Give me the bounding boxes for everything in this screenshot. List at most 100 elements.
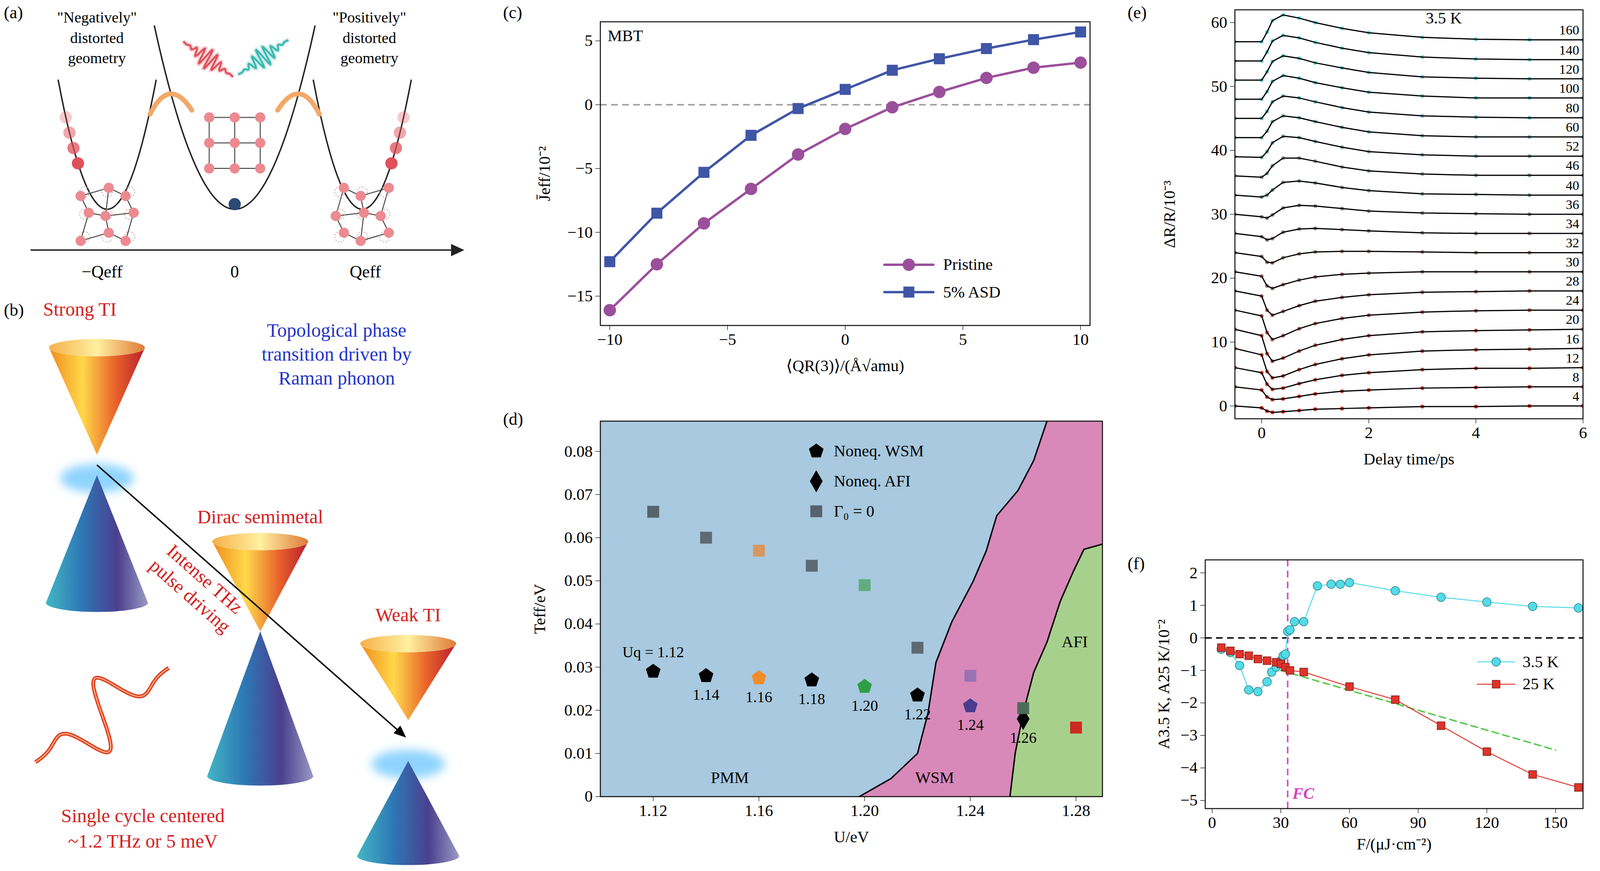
svg-text:50: 50 bbox=[1211, 77, 1228, 96]
svg-text:1.24: 1.24 bbox=[955, 801, 985, 820]
svg-text:8: 8 bbox=[1572, 369, 1580, 385]
svg-text:4: 4 bbox=[1572, 388, 1580, 404]
svg-text:1: 1 bbox=[1189, 596, 1198, 614]
svg-text:(a): (a) bbox=[3, 2, 23, 22]
svg-text:Dirac semimetal: Dirac semimetal bbox=[197, 505, 324, 528]
svg-text:−1: −1 bbox=[1180, 660, 1198, 679]
svg-text:4: 4 bbox=[1471, 423, 1480, 442]
svg-text:5: 5 bbox=[584, 31, 593, 50]
svg-text:⟨QR(3)⟩/(Å√amu): ⟨QR(3)⟩/(Å√amu) bbox=[786, 356, 905, 375]
svg-text:1.12: 1.12 bbox=[638, 801, 668, 820]
svg-text:distorted: distorted bbox=[342, 29, 397, 47]
svg-text:transition driven by: transition driven by bbox=[261, 343, 412, 365]
svg-text:J̄eff/10⁻²: J̄eff/10⁻² bbox=[535, 146, 554, 202]
svg-text:80: 80 bbox=[1566, 100, 1580, 116]
svg-text:25 K: 25 K bbox=[1522, 674, 1556, 693]
svg-text:0: 0 bbox=[584, 787, 593, 805]
svg-text:12: 12 bbox=[1566, 350, 1580, 366]
svg-text:F/(μJ·cm⁻²): F/(μJ·cm⁻²) bbox=[1356, 834, 1432, 854]
svg-text:1.18: 1.18 bbox=[798, 690, 826, 708]
svg-text:1.16: 1.16 bbox=[744, 801, 774, 820]
svg-text:1.26: 1.26 bbox=[1009, 728, 1037, 746]
svg-text:52: 52 bbox=[1566, 138, 1580, 154]
svg-text:6: 6 bbox=[1578, 423, 1588, 442]
svg-text:160: 160 bbox=[1559, 22, 1580, 38]
svg-text:0: 0 bbox=[1189, 628, 1198, 647]
svg-text:1.22: 1.22 bbox=[904, 705, 932, 723]
svg-text:3.5 K: 3.5 K bbox=[1522, 652, 1559, 671]
svg-text:5% ASD: 5% ASD bbox=[942, 283, 1001, 301]
svg-text:32: 32 bbox=[1566, 235, 1580, 251]
svg-text:140: 140 bbox=[1559, 42, 1580, 58]
svg-text:Noneq. WSM: Noneq. WSM bbox=[833, 441, 924, 460]
svg-text:60: 60 bbox=[1566, 119, 1580, 135]
svg-text:0.04: 0.04 bbox=[564, 614, 593, 633]
svg-text:1.28: 1.28 bbox=[1061, 801, 1091, 820]
svg-text:10: 10 bbox=[1211, 332, 1228, 351]
svg-text:30: 30 bbox=[1211, 205, 1228, 223]
svg-text:−5: −5 bbox=[1180, 790, 1198, 809]
svg-text:Pristine: Pristine bbox=[942, 255, 993, 274]
svg-text:34: 34 bbox=[1566, 216, 1580, 231]
svg-text:distorted: distorted bbox=[70, 29, 124, 47]
svg-text:1.16: 1.16 bbox=[745, 688, 773, 706]
svg-text:0: 0 bbox=[1207, 813, 1217, 832]
svg-text:Strong TI: Strong TI bbox=[43, 298, 117, 320]
svg-text:geometry: geometry bbox=[67, 49, 126, 67]
svg-text:−Qeff: −Qeff bbox=[81, 262, 123, 282]
svg-text:−5: −5 bbox=[575, 159, 593, 177]
svg-text:1.20: 1.20 bbox=[850, 801, 879, 820]
svg-text:(b): (b) bbox=[3, 300, 24, 320]
svg-text:"Positively": "Positively" bbox=[332, 8, 406, 26]
svg-text:−10: −10 bbox=[567, 223, 593, 242]
svg-text:0.05: 0.05 bbox=[564, 571, 593, 590]
svg-text:40: 40 bbox=[1211, 141, 1228, 159]
svg-text:0: 0 bbox=[1257, 423, 1266, 442]
svg-text:"Negatively": "Negatively" bbox=[56, 8, 137, 26]
svg-text:1.20: 1.20 bbox=[851, 696, 878, 714]
svg-text:5: 5 bbox=[958, 330, 967, 349]
svg-text:20: 20 bbox=[1566, 311, 1580, 327]
svg-text:−10: −10 bbox=[597, 330, 623, 349]
svg-text:geometry: geometry bbox=[340, 49, 399, 67]
svg-text:ΔR/R/10⁻³: ΔR/R/10⁻³ bbox=[1160, 180, 1179, 248]
svg-text:0.08: 0.08 bbox=[564, 442, 593, 461]
svg-text:2: 2 bbox=[1189, 563, 1198, 582]
svg-text:0.02: 0.02 bbox=[564, 701, 593, 719]
svg-text:120: 120 bbox=[1474, 813, 1500, 832]
svg-text:30: 30 bbox=[1566, 254, 1580, 270]
svg-text:0: 0 bbox=[841, 330, 850, 349]
svg-text:2: 2 bbox=[1364, 423, 1373, 442]
svg-text:Topological phase: Topological phase bbox=[266, 319, 407, 341]
svg-text:20: 20 bbox=[1211, 268, 1228, 287]
svg-text:36: 36 bbox=[1566, 197, 1580, 212]
svg-text:MBT: MBT bbox=[607, 26, 644, 45]
svg-text:pulse driving: pulse driving bbox=[145, 554, 235, 637]
svg-text:0.07: 0.07 bbox=[564, 485, 593, 504]
svg-text:16: 16 bbox=[1566, 331, 1580, 347]
svg-text:Delay time/ps: Delay time/ps bbox=[1363, 449, 1455, 468]
svg-text:100: 100 bbox=[1559, 80, 1580, 96]
svg-text:−3: −3 bbox=[1180, 725, 1198, 744]
svg-text:150: 150 bbox=[1543, 813, 1568, 832]
svg-text:Uq = 1.12: Uq = 1.12 bbox=[622, 643, 684, 661]
svg-text:FC: FC bbox=[1292, 784, 1315, 802]
svg-text:1.24: 1.24 bbox=[956, 715, 984, 734]
svg-text:Teff/eV: Teff/eV bbox=[530, 583, 549, 634]
svg-text:A3.5 K, A25 K/10⁻²: A3.5 K, A25 K/10⁻² bbox=[1154, 619, 1173, 749]
svg-text:AFI: AFI bbox=[1061, 632, 1088, 651]
svg-text:10: 10 bbox=[1072, 330, 1089, 349]
svg-text:0: 0 bbox=[1219, 396, 1228, 415]
svg-text:~1.2 THz or 5 meV: ~1.2 THz or 5 meV bbox=[67, 830, 218, 852]
svg-text:0: 0 bbox=[230, 262, 240, 282]
svg-text:3.5 K: 3.5 K bbox=[1425, 9, 1463, 27]
svg-text:−15: −15 bbox=[567, 286, 593, 305]
svg-text:40: 40 bbox=[1566, 177, 1580, 193]
svg-text:90: 90 bbox=[1410, 813, 1427, 832]
svg-text:PMM: PMM bbox=[711, 768, 749, 787]
svg-text:U/eV: U/eV bbox=[833, 827, 870, 846]
svg-text:−5: −5 bbox=[718, 330, 736, 349]
svg-text:46: 46 bbox=[1566, 157, 1580, 173]
svg-text:60: 60 bbox=[1211, 13, 1228, 32]
svg-text:24: 24 bbox=[1566, 292, 1580, 308]
